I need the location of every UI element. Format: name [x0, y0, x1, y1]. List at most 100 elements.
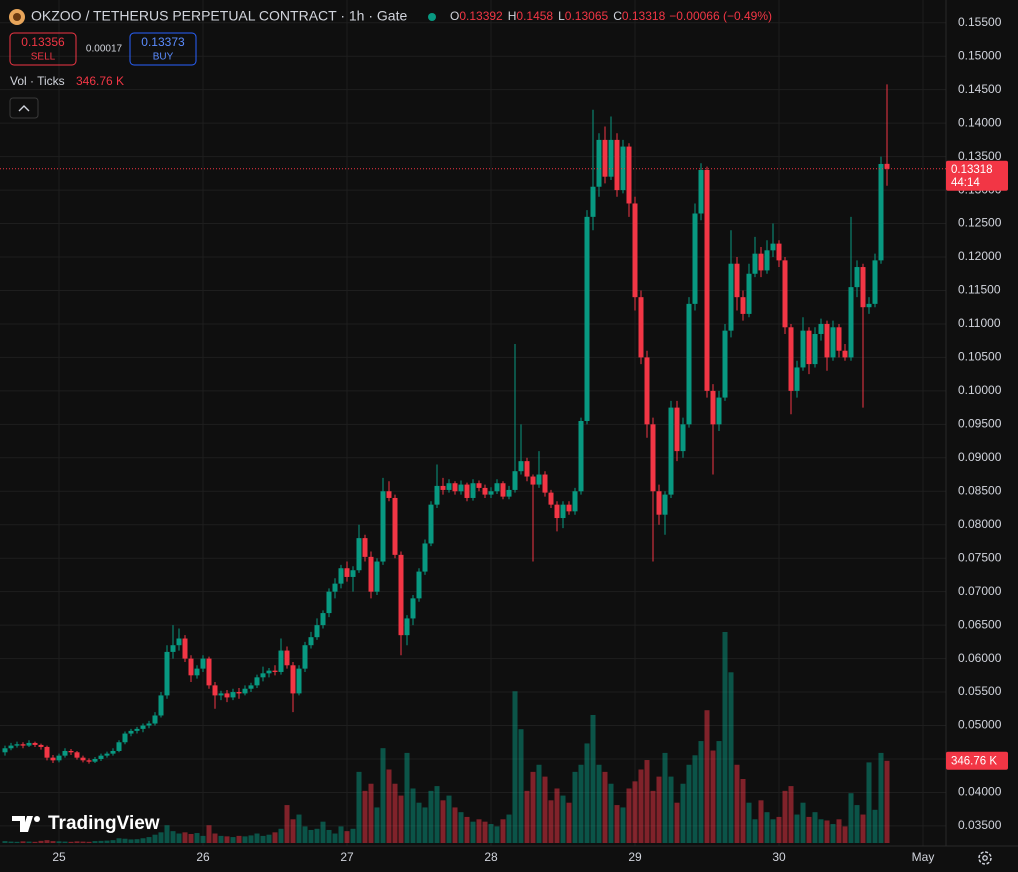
volume-bar: [224, 836, 230, 843]
legend-header: OKZOO / TETHERUS PERPETUAL CONTRACT · 1h…: [9, 8, 772, 25]
collapse-box[interactable]: [9, 97, 39, 119]
spread: 0.00017: [86, 44, 123, 55]
candle-body: [686, 303, 692, 425]
candle-body: [158, 695, 164, 716]
volume-bar: [2, 841, 8, 843]
volume-bar: [674, 802, 680, 843]
volume-bar: [98, 840, 104, 843]
candle-body: [218, 693, 224, 696]
candle-body: [428, 504, 434, 544]
candle-body: [86, 760, 92, 762]
candle-body: [452, 483, 458, 492]
symbol-title[interactable]: OKZOO / TETHERUS PERPETUAL CONTRACT · 1h…: [31, 8, 407, 24]
volume-bar: [566, 802, 572, 843]
candle-body: [776, 243, 782, 261]
candle-body: [788, 327, 794, 391]
candle-body: [512, 471, 518, 490]
sell-label[interactable]: SELL: [31, 52, 56, 63]
volume-bar: [482, 821, 488, 843]
candle-body: [296, 668, 302, 694]
volume-bar: [452, 807, 458, 843]
candle-body: [722, 330, 728, 398]
candle-body: [14, 744, 20, 746]
candle-body: [548, 492, 554, 505]
collapse-button[interactable]: [9, 97, 39, 119]
buy-label[interactable]: BUY: [153, 52, 174, 63]
candle-body: [674, 407, 680, 452]
volume-bar: [686, 764, 692, 843]
x-tick-label: May: [912, 850, 935, 864]
candle-body: [134, 728, 140, 731]
candle-body: [410, 598, 416, 619]
brand-name[interactable]: TradingView: [48, 813, 160, 834]
candle-body: [650, 424, 656, 492]
candle-body: [800, 330, 806, 368]
volume-bar: [320, 821, 326, 843]
volume-bar: [374, 807, 380, 843]
volume-bar: [74, 841, 80, 843]
candle-body: [206, 658, 212, 686]
volume-bar: [476, 819, 482, 843]
symbol-logo-inner: [13, 13, 21, 21]
volume-bar: [122, 838, 128, 843]
volume-bar: [38, 840, 44, 843]
volume-bar: [464, 816, 470, 843]
candle-body: [32, 742, 38, 745]
ohlc-value: 0.13318: [622, 9, 666, 23]
candle-body: [50, 757, 56, 761]
candle-body: [92, 758, 98, 762]
candle-body: [770, 243, 776, 251]
x-tick-label: 30: [772, 850, 786, 864]
candle-body: [662, 494, 668, 515]
volume-title[interactable]: Vol · Ticks: [10, 74, 65, 88]
candle-body: [374, 561, 380, 592]
gear-outer[interactable]: [978, 851, 992, 865]
candle-body: [110, 750, 116, 754]
volume-bar: [704, 710, 710, 843]
volume-bar: [620, 807, 626, 843]
volume-bar: [458, 812, 464, 843]
candle-body: [314, 625, 320, 638]
candle-body: [872, 260, 878, 304]
volume-bar: [644, 760, 650, 843]
volume-bar: [20, 841, 26, 843]
brand-logo[interactable]: TradingView: [12, 813, 160, 834]
volume-bar: [164, 825, 170, 843]
volume-bar: [614, 805, 620, 843]
volume-bar: [152, 834, 158, 843]
candle-body: [878, 163, 884, 261]
volume-bar: [668, 776, 674, 843]
candle-body: [482, 487, 488, 495]
volume-bar: [266, 834, 272, 843]
candle-body: [332, 583, 338, 592]
volume-bar: [332, 833, 338, 843]
candle-body: [764, 250, 770, 271]
volume-bar: [44, 840, 50, 843]
volume-bar: [836, 819, 842, 843]
volume-bar: [716, 741, 722, 843]
candle-body: [128, 730, 134, 734]
candle-body: [74, 752, 80, 758]
candle-body: [62, 750, 68, 756]
candle-body: [248, 685, 254, 689]
volume-bar: [740, 778, 746, 843]
candle-body: [182, 638, 188, 659]
ohlc-change: −0.00066 (−0.49%): [669, 9, 772, 23]
volume-bar: [692, 755, 698, 843]
settings-gear[interactable]: [978, 851, 992, 865]
volume-bar: [596, 764, 602, 843]
sell-price[interactable]: 0.13356: [21, 35, 65, 49]
candle-body: [494, 483, 500, 492]
buy-button[interactable]: [129, 32, 197, 66]
sell-button[interactable]: [9, 32, 77, 66]
buy-price[interactable]: 0.13373: [141, 35, 185, 49]
y-tick-label: 0.12000: [958, 249, 1002, 263]
candle-body: [524, 461, 530, 477]
volume-label: 346.76 K: [951, 755, 997, 767]
volume-bar: [398, 795, 404, 843]
volume-bar: [764, 812, 770, 843]
volume-bar: [176, 833, 182, 843]
candle-body: [194, 668, 200, 676]
y-tick-label: 0.09500: [958, 417, 1002, 431]
volume-bar: [554, 788, 560, 843]
